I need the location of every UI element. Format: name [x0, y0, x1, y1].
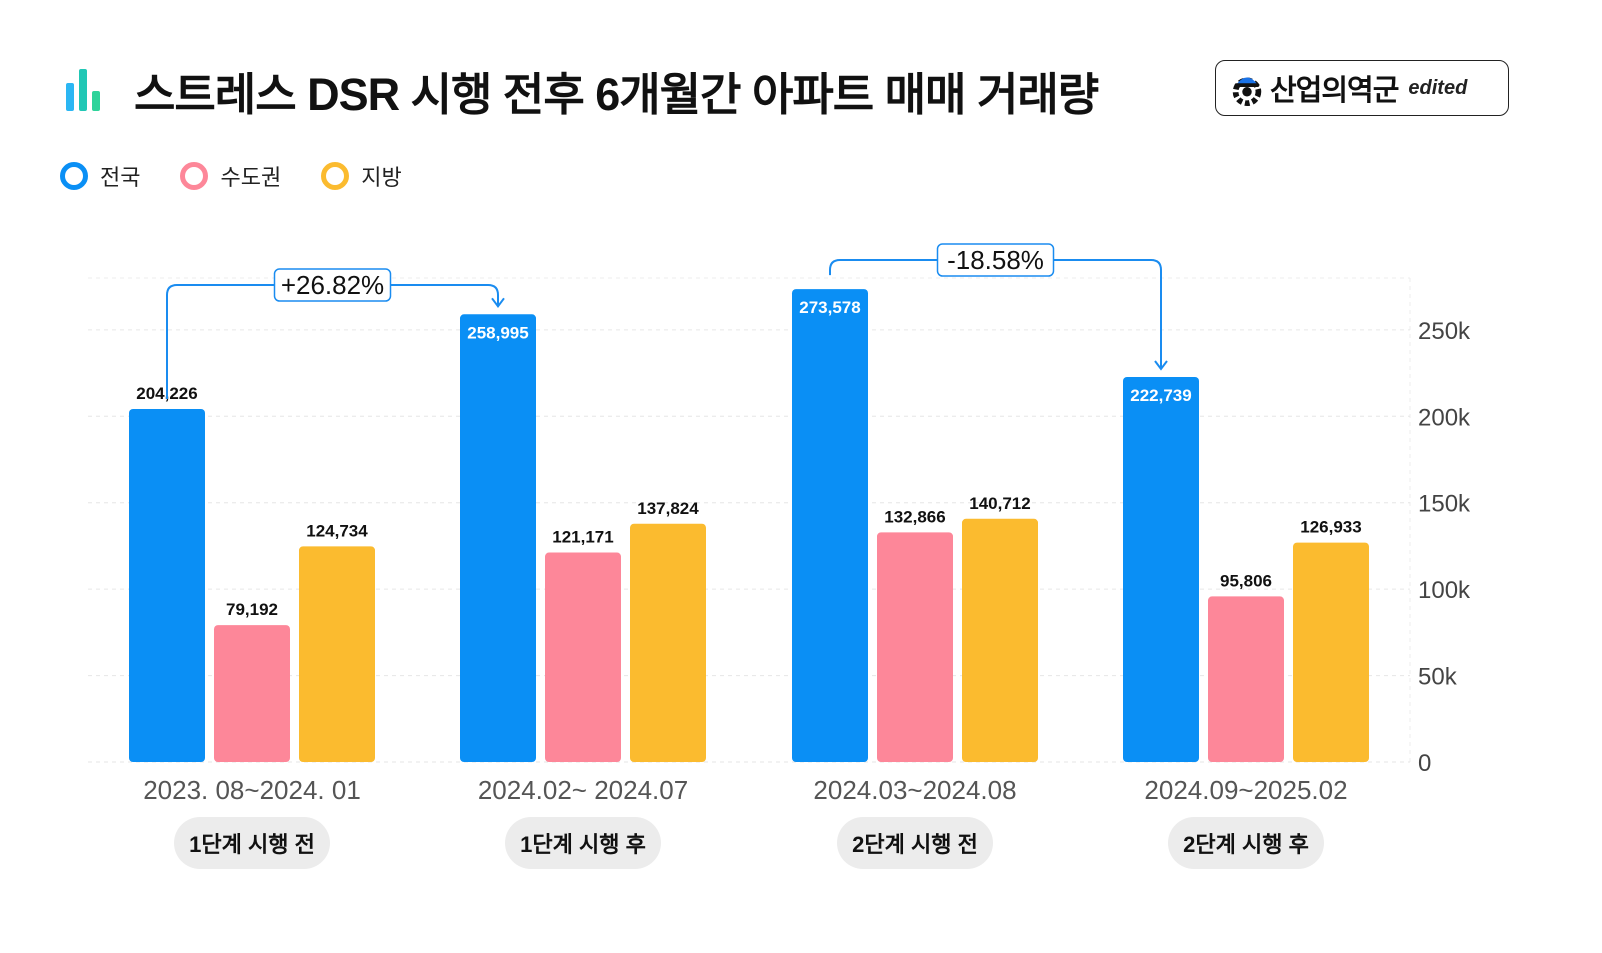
bar: [299, 546, 375, 762]
category-tag: 1단계 시행 전: [174, 817, 330, 869]
data-label: 258,995: [467, 323, 528, 342]
bar: [214, 625, 290, 762]
legend-marker: [321, 162, 350, 190]
x-tick-label: 2024.02~ 2024.07: [478, 775, 688, 805]
bar: [877, 532, 953, 762]
legend-item: 전국: [60, 160, 140, 192]
data-label: 222,739: [1130, 386, 1191, 405]
chart-header: 스트레스 DSR 시행 전후 6개월간 아파트 매매 거래량: [66, 60, 1099, 120]
annotation-label: +26.82%: [281, 270, 384, 300]
bar: [460, 314, 536, 762]
brand-sub: edited: [1408, 76, 1468, 99]
annotation-box: [936, 243, 1055, 277]
data-label: 124,734: [306, 521, 368, 540]
legend-label: 전국: [100, 165, 141, 190]
x-tick-label: 2024.09~2025.02: [1144, 775, 1347, 805]
data-label: 95,806: [1220, 571, 1272, 590]
legend-label: 지방: [361, 165, 402, 190]
legend-marker: [180, 162, 209, 190]
brand-badge: 산업의역군 edited: [1215, 60, 1509, 116]
chart-title: 스트레스 DSR 시행 전후 6개월간 아파트 매매 거래량: [134, 68, 1099, 120]
y-tick-label: 250k: [1418, 318, 1471, 345]
data-label: 273,578: [799, 298, 860, 317]
brand-name: 산업의역군: [1270, 75, 1399, 107]
annotation-label: -18.58%: [947, 245, 1044, 275]
bar: [962, 518, 1038, 762]
bar: [1208, 596, 1284, 762]
bar-chart-icon-bar: [79, 69, 87, 111]
data-label: 121,171: [552, 528, 613, 547]
bar: [1293, 542, 1369, 762]
category-tag: 2단계 시행 전: [837, 817, 993, 869]
annotation-connector: [166, 284, 499, 399]
legend-item: 수도권: [180, 160, 281, 192]
bar-chart-icon: [66, 69, 108, 111]
bar: [129, 408, 205, 762]
bar: [792, 289, 868, 762]
bar-chart-icon-bar: [66, 83, 74, 111]
y-tick-label: 50k: [1418, 664, 1458, 691]
category-tag: 2단계 시행 후: [1168, 817, 1324, 869]
data-label: 126,933: [1300, 518, 1361, 537]
data-label: 140,712: [969, 494, 1030, 513]
legend-label: 수도권: [220, 165, 282, 190]
legend: 전국 수도권 지방: [60, 160, 442, 192]
annotation-arrowhead: [1154, 360, 1168, 371]
category-tag: 1단계 시행 후: [505, 817, 661, 869]
data-label: 79,192: [226, 600, 278, 619]
bar: [630, 523, 706, 762]
helmet-gear-icon: [1232, 77, 1262, 107]
legend-item: 지방: [321, 160, 402, 192]
x-tick-label: 2023. 08~2024. 01: [143, 775, 361, 805]
bar-chart-icon-bar: [92, 91, 100, 111]
y-tick-label: 150k: [1418, 491, 1471, 518]
y-tick-label: 0: [1418, 750, 1431, 777]
legend-marker: [60, 162, 88, 190]
annotation-arrowhead: [491, 297, 505, 308]
annotation-box: [273, 268, 392, 302]
bar: [1123, 376, 1199, 762]
y-tick-label: 100k: [1418, 577, 1471, 604]
bar: [545, 552, 621, 762]
y-tick-label: 200k: [1418, 404, 1471, 431]
data-label: 132,866: [884, 507, 945, 526]
x-tick-label: 2024.03~2024.08: [813, 775, 1016, 805]
data-label: 137,824: [637, 499, 699, 518]
